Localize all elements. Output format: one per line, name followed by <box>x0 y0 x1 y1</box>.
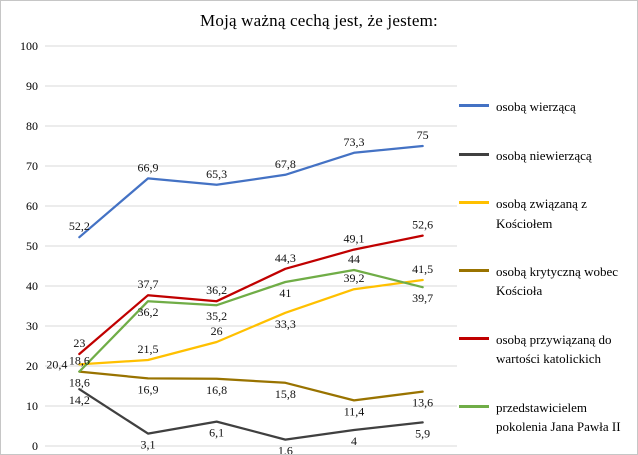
legend-item-2: osobą związaną z Kościołem <box>459 194 633 233</box>
y-axis-tick-label: 10 <box>26 399 38 413</box>
data-label-series-5: 39,7 <box>412 291 433 305</box>
data-label-series-4: 23 <box>73 336 85 350</box>
series-line-2 <box>78 278 424 366</box>
y-axis-tick-label: 90 <box>26 79 38 93</box>
data-label-series-0: 66,9 <box>138 160 159 174</box>
data-label-series-1: 4 <box>351 434 357 448</box>
data-label-series-4: 52,6 <box>412 218 433 232</box>
data-label-series-3: 16,9 <box>138 382 159 396</box>
data-label-series-3: 15,8 <box>275 387 296 401</box>
series-line-3 <box>78 370 424 402</box>
series-line-5 <box>78 268 424 373</box>
data-label-series-1: 14,2 <box>69 393 90 407</box>
legend-item-0: osobą wierzącą <box>459 97 633 117</box>
data-label-series-1: 1,6 <box>278 444 293 455</box>
data-label-series-2: 21,5 <box>138 342 159 356</box>
data-label-series-0: 75 <box>417 128 429 142</box>
legend-line-sample <box>459 336 489 340</box>
y-axis-tick-label: 0 <box>32 439 38 453</box>
y-axis-tick-label: 80 <box>26 119 38 133</box>
series-line-1 <box>78 388 424 441</box>
y-axis-tick-label: 100 <box>20 39 38 53</box>
data-label-series-4: 37,7 <box>138 277 159 291</box>
legend-line-sample <box>459 404 489 408</box>
legend-item-1: osobą niewierzącą <box>459 146 633 166</box>
data-label-series-0: 73,3 <box>344 135 365 149</box>
legend-line-sample <box>459 152 489 156</box>
data-label-series-0: 67,8 <box>275 157 296 171</box>
data-label-series-1: 6,1 <box>209 426 224 440</box>
data-label-series-3: 13,6 <box>412 396 433 410</box>
data-label-series-0: 65,3 <box>206 167 227 181</box>
series-line-0 <box>78 144 424 239</box>
data-label-series-1: 3,1 <box>141 438 156 452</box>
data-label-series-5: 36,2 <box>138 305 159 319</box>
data-label-series-3: 11,4 <box>344 404 365 418</box>
legend-line-sample <box>459 104 489 108</box>
legend-line-sample <box>459 201 489 205</box>
data-label-series-2: 26 <box>211 324 223 338</box>
y-axis-tick-label: 20 <box>26 359 38 373</box>
legend-label: osobą niewierzącą <box>496 147 592 163</box>
data-label-series-2: 20,4 <box>46 357 67 371</box>
data-label-series-2: 39,2 <box>344 271 365 285</box>
y-axis-tick-label: 60 <box>26 199 38 213</box>
data-label-series-1: 5,9 <box>415 426 430 440</box>
chart-title: Moją ważną cechą jest, że jestem: <box>200 11 438 30</box>
data-label-series-2: 41,5 <box>412 262 433 276</box>
chart-legend: osobą wierzącą osobą niewierzącą osobą zwi… <box>459 83 633 451</box>
data-label-series-5: 18,6 <box>69 376 90 390</box>
legend-label: osobą krytyczną wobec Kościoła <box>496 263 619 299</box>
legend-line-sample <box>459 268 489 272</box>
y-axis-tick-label: 70 <box>26 159 38 173</box>
legend-label: osobą przywiązaną do wartości katolickic… <box>496 331 612 367</box>
legend-item-3: osobą krytyczną wobec Kościoła <box>459 262 633 301</box>
data-label-series-5: 35,2 <box>206 309 227 323</box>
legend-label: osobą wierzącą <box>496 99 576 115</box>
data-label-series-5: 41 <box>279 286 291 300</box>
data-label-series-4: 36,2 <box>206 283 227 297</box>
legend-item-5: przedstawicielem pokolenia Jana Pawła II <box>459 398 633 437</box>
series-line-4 <box>78 234 424 356</box>
y-axis-tick-label: 30 <box>26 319 38 333</box>
data-label-series-0: 52,2 <box>69 219 90 233</box>
legend-label: osobą związaną z Kościołem <box>496 196 587 231</box>
legend-label: przedstawicielem pokolenia Jana Pawła II <box>496 399 621 435</box>
data-label-series-3: 18,6 <box>69 354 90 368</box>
data-label-series-3: 16,8 <box>206 383 227 397</box>
legend-item-4: osobą przywiązaną do wartości katolickic… <box>459 330 633 369</box>
y-axis-tick-label: 50 <box>26 239 38 253</box>
data-label-series-4: 49,1 <box>344 232 365 246</box>
y-axis-tick-label: 40 <box>26 279 38 293</box>
data-label-series-4: 44,3 <box>275 251 296 265</box>
data-label-series-5: 44 <box>348 252 360 266</box>
data-label-series-2: 33,3 <box>275 317 296 331</box>
